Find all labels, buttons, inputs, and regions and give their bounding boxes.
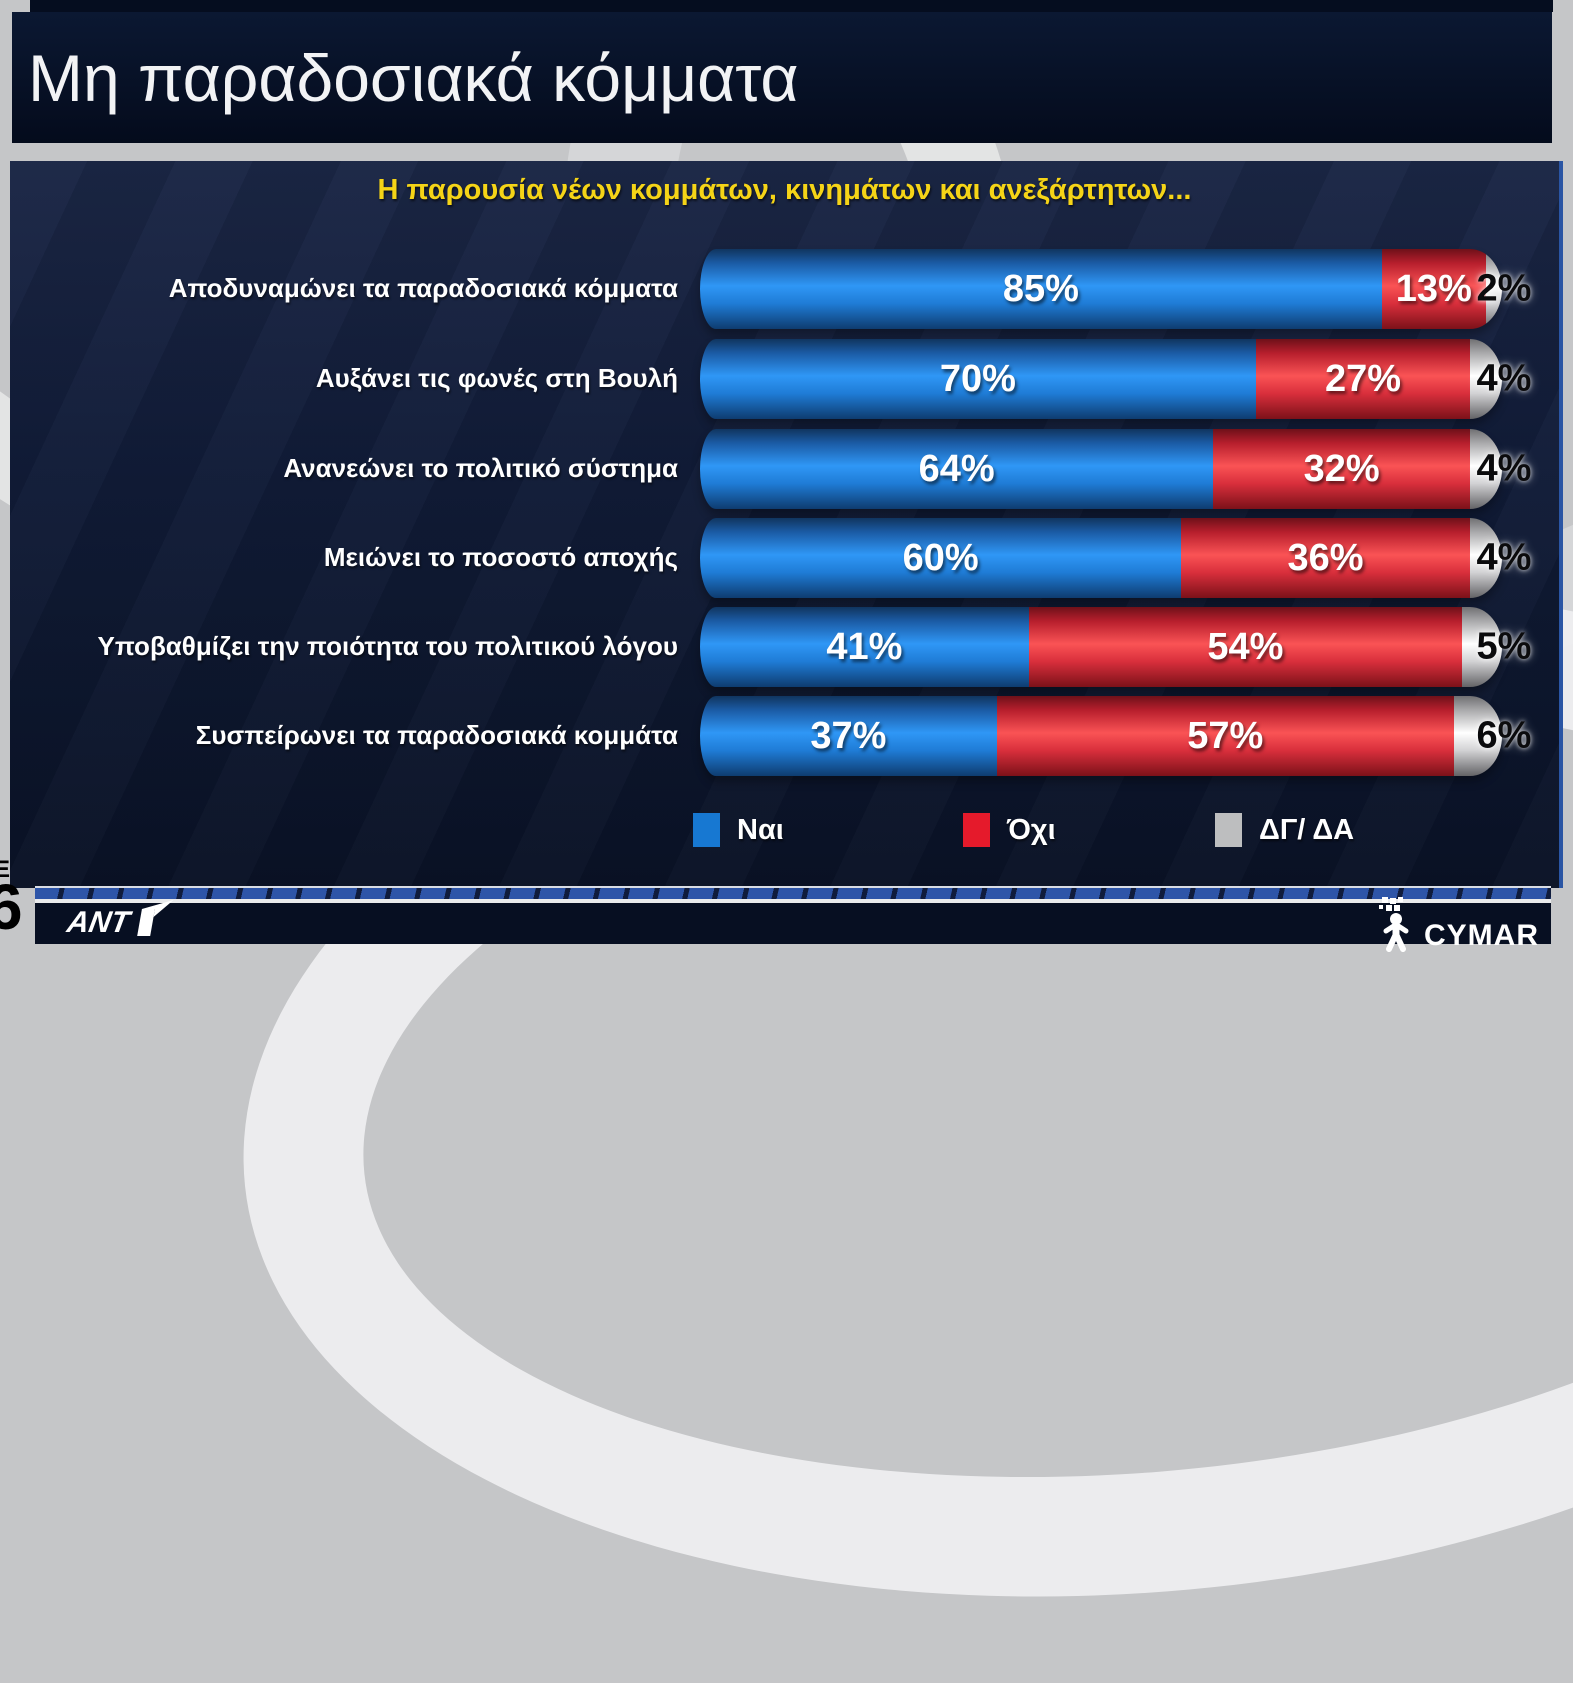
- bar-segment-yes: 64%: [700, 429, 1214, 509]
- bar-segment-dk: [1453, 696, 1502, 776]
- legend-item-yes: Ναι: [693, 813, 784, 847]
- bar-segment-yes: 37%: [700, 696, 997, 776]
- value-label: 32%: [1303, 447, 1380, 490]
- chart-panel: Η παρουσία νέων κομμάτων, κινημάτων και …: [10, 161, 1563, 888]
- value-label-dk: 6%: [1476, 714, 1532, 757]
- bar-segment-no: 27%: [1255, 339, 1471, 419]
- value-label: 70%: [939, 357, 1016, 400]
- stacked-bar: 41% 54%: [700, 607, 1502, 687]
- page-number-marker: Ε 6: [0, 856, 23, 944]
- value-label: 85%: [1002, 267, 1079, 310]
- chart-row: Αυξάνει τις φωνές στη Βουλή 70% 27% 4%: [10, 339, 1559, 419]
- bar-segment-no: 32%: [1213, 429, 1470, 509]
- bar-segment-dk: [1461, 607, 1502, 687]
- legend-swatch-yes: [693, 813, 720, 847]
- bar-segment-dk: [1469, 518, 1502, 598]
- legend: Ναι Όχι ΔΓ/ ΔΑ: [10, 813, 1559, 853]
- category-label: Υποβαθμίζει την ποιότητα του πολιτικού λ…: [97, 631, 678, 662]
- footer-bar: ANT CYMAR: [35, 896, 1551, 952]
- legend-swatch-no: [963, 813, 990, 847]
- chart-row: Συσπείρωνει τα παραδοσιακά κομμάτα 37% 5…: [10, 696, 1559, 776]
- category-label: Αυξάνει τις φωνές στη Βουλή: [315, 363, 678, 394]
- value-label-dk: 2%: [1476, 267, 1532, 310]
- bar-segment-yes: 70%: [700, 339, 1256, 419]
- ant1-logo-text: ANT: [64, 906, 135, 939]
- value-label-dk: 4%: [1476, 536, 1532, 579]
- chart-subtitle: Η παρουσία νέων κομμάτων, κινημάτων και …: [377, 174, 1192, 206]
- cymar-logo: CYMAR: [1366, 896, 1539, 952]
- chart-row: Μειώνει το ποσοστό αποχής 60% 36% 4%: [10, 518, 1559, 598]
- cymar-logo-text: CYMAR: [1424, 918, 1539, 952]
- edge-marker-letter: Ε: [0, 856, 11, 883]
- stacked-bar: 85% 13%: [700, 249, 1502, 329]
- stacked-bar: 70% 27%: [700, 339, 1502, 419]
- bar-segment-dk: [1470, 339, 1502, 419]
- category-label: Ανανεώνει το πολιτικό σύστημα: [283, 453, 678, 484]
- legend-label: ΔΓ/ ΔΑ: [1259, 813, 1355, 846]
- bar-segment-dk: [1469, 429, 1502, 509]
- stacked-bar: 64% 32%: [700, 429, 1502, 509]
- page-title: Μη παραδοσιακά κόμματα: [28, 40, 799, 115]
- legend-swatch-dk: [1215, 813, 1242, 847]
- value-label: 54%: [1207, 625, 1284, 668]
- legend-label: Ναι: [737, 813, 784, 846]
- cymar-person-icon: [1379, 896, 1409, 952]
- category-label: Αποδυναμώνει τα παραδοσιακά κόμματα: [168, 273, 678, 304]
- value-label: 13%: [1395, 267, 1472, 310]
- bar-segment-yes: 85%: [700, 249, 1382, 329]
- value-label: 37%: [810, 714, 887, 757]
- value-label-dk: 4%: [1476, 357, 1532, 400]
- top-accent-strip: [30, 0, 1553, 12]
- bar-segment-dk: [1485, 249, 1502, 329]
- bar-segment-no: 36%: [1181, 518, 1470, 598]
- ant1-logo: ANT: [53, 900, 183, 944]
- legend-item-no: Όχι: [963, 813, 1056, 847]
- edge-marker-number: 6: [0, 871, 23, 944]
- value-label-dk: 5%: [1476, 625, 1532, 668]
- bar-segment-no: 57%: [996, 696, 1454, 776]
- value-label: 64%: [918, 447, 995, 490]
- bar-segment-yes: 41%: [700, 607, 1029, 687]
- bar-segment-yes: 60%: [700, 518, 1182, 598]
- footer-divider: [35, 899, 1551, 903]
- slide-header: Μη παραδοσιακά κόμματα: [12, 12, 1552, 143]
- stacked-bar: 60% 36%: [700, 518, 1502, 598]
- chart-row: Υποβαθμίζει την ποιότητα του πολιτικού λ…: [10, 607, 1559, 687]
- value-label: 60%: [902, 536, 979, 579]
- category-label: Μειώνει το ποσοστό αποχής: [323, 542, 678, 573]
- stacked-bar: 37% 57%: [700, 696, 1502, 776]
- value-label: 57%: [1187, 714, 1264, 757]
- value-label: 41%: [826, 625, 903, 668]
- decorative-ribbon: [35, 886, 1551, 899]
- chart-row: Αποδυναμώνει τα παραδοσιακά κόμματα 85% …: [10, 249, 1559, 329]
- legend-label: Όχι: [1007, 813, 1056, 846]
- value-label: 36%: [1287, 536, 1364, 579]
- bar-segment-no: 54%: [1028, 607, 1462, 687]
- bar-segment-no: 13%: [1381, 249, 1486, 329]
- value-label: 27%: [1325, 357, 1402, 400]
- legend-item-dk: ΔΓ/ ΔΑ: [1215, 813, 1354, 847]
- value-label-dk: 4%: [1476, 447, 1532, 490]
- category-label: Συσπείρωνει τα παραδοσιακά κομμάτα: [195, 720, 678, 751]
- chart-row: Ανανεώνει το πολιτικό σύστημα 64% 32% 4%: [10, 429, 1559, 509]
